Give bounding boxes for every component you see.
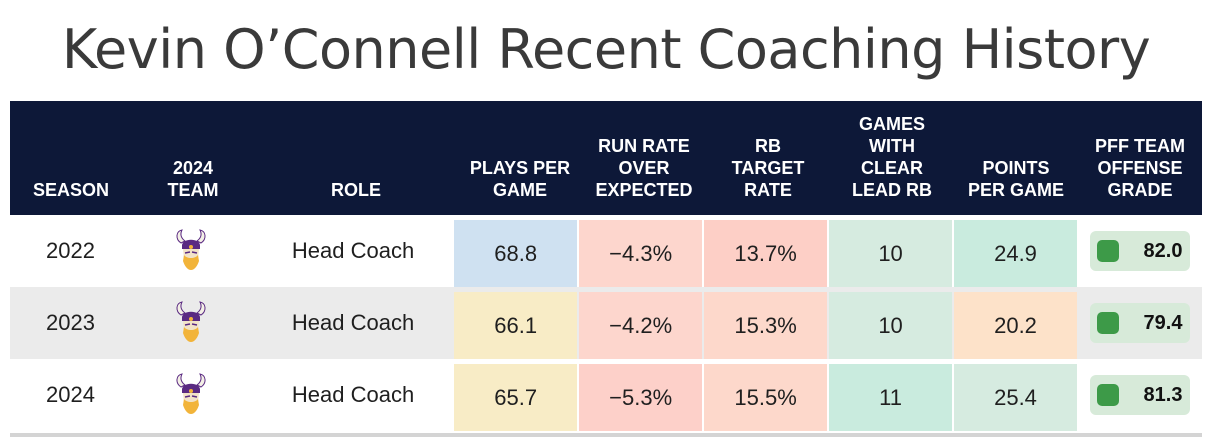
header-pff-grade: PFF TEAM OFFENSE GRADE: [1095, 136, 1185, 200]
cell-plays: 68.8: [454, 220, 578, 287]
team-logo-cell: [131, 287, 252, 359]
header-team: 2024 TEAM: [167, 158, 219, 200]
cell-season: 2022: [46, 238, 95, 263]
pff-grade-value: 81.3: [1143, 383, 1183, 406]
page-title: Kevin O’Connell Recent Coaching History: [61, 18, 1151, 81]
table-row: 2023 Head Coach 66.1 −4.2% 15.3% 10 20.2 79.4: [10, 287, 1202, 359]
cell-role: Head Coach: [291, 310, 415, 335]
cell-run-rate: −4.2%: [579, 292, 703, 359]
pff-grade-badge: 79.4: [1090, 303, 1191, 343]
header-season: SEASON: [32, 180, 110, 200]
cell-season: 2024: [46, 382, 95, 407]
pff-grade-cell: 79.4: [1079, 287, 1202, 359]
cell-plays: 65.7: [454, 364, 578, 431]
cell-points: 25.4: [954, 364, 1077, 431]
table-body: 2022 Head Coach 68.8 −4.3% 13.7% 10 24.9 82.0 20…: [10, 215, 1202, 431]
pff-grade-cell: 82.0: [1079, 215, 1202, 287]
cell-role: Head Coach: [291, 382, 415, 407]
cell-points: 20.2: [954, 292, 1077, 359]
cell-rb-target: 13.7%: [704, 220, 828, 287]
cell-games-lead: 10: [829, 220, 953, 287]
pff-grade-cell: 81.3: [1079, 359, 1202, 431]
minnesota-vikings-logo-icon: [176, 229, 206, 270]
pff-grade-badge: 81.3: [1090, 375, 1191, 415]
grade-indicator-icon: [1097, 312, 1120, 334]
bottom-rule: [10, 433, 1202, 437]
header-run-rate-over-expected: RUN RATE OVER EXPECTED: [595, 136, 693, 200]
table-row: 2024 Head Coach 65.7 −5.3% 15.5% 11 25.4 81.3: [10, 359, 1202, 431]
cell-role: Head Coach: [291, 238, 415, 263]
cell-plays: 66.1: [454, 292, 578, 359]
cell-games-lead: 10: [829, 292, 953, 359]
header-plays-per-game: PLAYS PER GAME: [469, 158, 571, 200]
grade-indicator-icon: [1097, 240, 1120, 262]
cell-points: 24.9: [954, 220, 1077, 287]
cell-rb-target: 15.5%: [704, 364, 828, 431]
pff-grade-value: 79.4: [1143, 311, 1183, 334]
header-points-per-game: POINTS PER GAME: [967, 158, 1064, 200]
header-role: ROLE: [330, 180, 381, 200]
header-games-clear-lead-rb: GAMES WITH CLEAR LEAD RB: [852, 114, 932, 200]
grade-indicator-icon: [1097, 384, 1120, 406]
minnesota-vikings-logo-icon: [176, 301, 206, 342]
team-logo-cell: [131, 359, 252, 431]
cell-games-lead: 11: [829, 364, 953, 431]
cell-run-rate: −5.3%: [579, 364, 703, 431]
header-rb-target-rate: RB TARGET RATE: [731, 136, 805, 200]
cell-rb-target: 15.3%: [704, 292, 828, 359]
team-logo-cell: [131, 215, 252, 287]
pff-grade-value: 82.0: [1143, 239, 1183, 262]
coaching-history-table: SEASON 2024 TEAM ROLE PLAYS PER GAME RUN R…: [10, 101, 1202, 431]
pff-grade-badge: 82.0: [1090, 231, 1191, 271]
table-header: SEASON 2024 TEAM ROLE PLAYS PER GAME RUN R…: [10, 101, 1202, 215]
cell-season: 2023: [46, 310, 95, 335]
minnesota-vikings-logo-icon: [176, 373, 206, 414]
cell-run-rate: −4.3%: [579, 220, 703, 287]
table-row: 2022 Head Coach 68.8 −4.3% 13.7% 10 24.9 82.0: [10, 215, 1202, 287]
